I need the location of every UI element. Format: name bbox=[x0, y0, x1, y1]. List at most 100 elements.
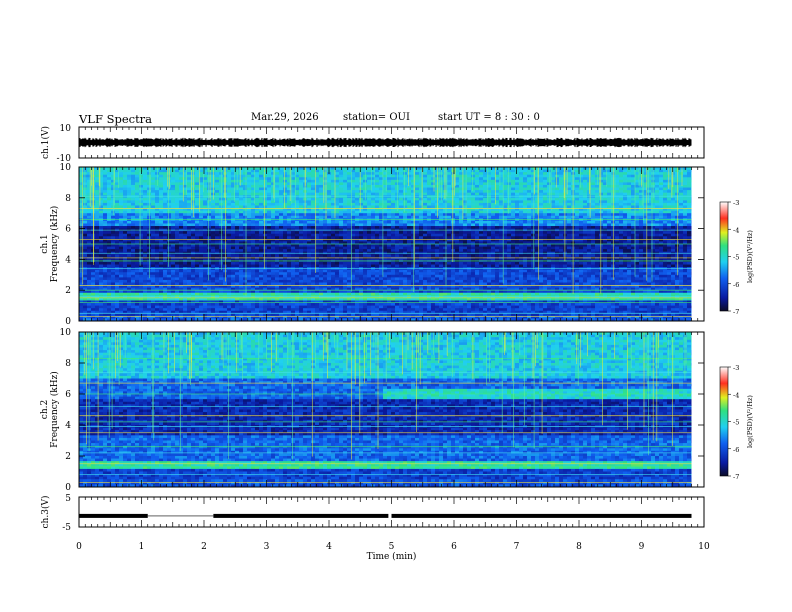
spectrogram-ch1-cell bbox=[147, 190, 151, 194]
spectrogram-ch1-cell bbox=[287, 220, 291, 224]
spectrogram-ch1-cell bbox=[207, 174, 211, 178]
spectrogram-ch1-cell bbox=[155, 279, 159, 283]
spectrogram-ch1-cell bbox=[275, 238, 279, 242]
spectrogram-ch1-cell bbox=[119, 305, 123, 309]
spectrogram-ch1-cell bbox=[363, 313, 367, 317]
spectrogram-ch1-cell bbox=[155, 167, 159, 170]
spectrogram-ch1-cell bbox=[371, 172, 375, 176]
spectrogram-ch1-cell bbox=[403, 238, 407, 242]
spectrogram-ch1-cell bbox=[139, 303, 143, 306]
spectrogram-ch1-cell bbox=[347, 274, 351, 278]
spectrogram-ch1-cell bbox=[335, 279, 339, 283]
spectrogram-ch1-cell bbox=[391, 213, 395, 217]
spectrogram-ch1-cell bbox=[339, 277, 343, 281]
spectrogram-ch1-cell bbox=[331, 297, 335, 301]
spectrogram-ch1-cell bbox=[139, 167, 143, 170]
spectrogram-ch1-cell bbox=[351, 205, 355, 209]
spectrogram-ch1-cell bbox=[207, 256, 211, 260]
spectrogram-ch1-cell bbox=[115, 277, 119, 281]
spectrogram-ch1-cell bbox=[339, 305, 343, 309]
spectrogram-ch1-cell bbox=[359, 226, 363, 229]
spectrogram-ch1-cell bbox=[347, 197, 351, 201]
spectrogram-ch1-cell bbox=[147, 226, 151, 229]
spectrogram-ch1-cell bbox=[155, 233, 159, 237]
spectrogram-ch1-cell bbox=[347, 202, 351, 206]
spectrogram-ch1-cell bbox=[339, 300, 343, 304]
spectrogram-ch1-cell bbox=[347, 295, 351, 299]
spectrogram-ch1-cell bbox=[103, 303, 107, 306]
spectrogram-ch1-cell bbox=[311, 182, 315, 186]
spectrogram-ch1-cell bbox=[347, 254, 351, 258]
spectrogram-ch1-cell bbox=[315, 200, 319, 204]
spectrogram-ch1-cell bbox=[335, 249, 339, 253]
spectrogram-ch1-cell bbox=[131, 223, 135, 227]
spectrogram-ch1-cell bbox=[171, 233, 175, 237]
spectrogram-ch1-cell bbox=[263, 200, 267, 204]
spectrogram-ch1-cell bbox=[247, 197, 251, 201]
spectrogram-ch1-cell bbox=[191, 285, 195, 289]
spectrogram-ch1-cell bbox=[215, 223, 219, 227]
spectrogram-ch1-cell bbox=[99, 223, 103, 227]
spectrogram-ch1-cell bbox=[195, 187, 199, 191]
spectrogram-ch1-cell bbox=[387, 233, 391, 237]
spectrogram-ch1-cell bbox=[347, 231, 351, 235]
spectrogram-ch1-cell bbox=[159, 223, 163, 227]
spectrogram-ch1-cell bbox=[367, 297, 371, 301]
spectrogram-ch1-cell bbox=[203, 200, 207, 204]
spectrogram-ch1-cell bbox=[287, 205, 291, 209]
spectrogram-ch1-cell bbox=[179, 246, 183, 250]
spectrogram-ch1-cell bbox=[155, 174, 159, 178]
spectrogram-ch1-cell bbox=[99, 290, 103, 294]
spectrogram-ch1-cell bbox=[363, 277, 367, 281]
spectrogram-ch1-cell bbox=[319, 238, 323, 242]
spectrogram-ch1-cell bbox=[151, 169, 155, 173]
spectrogram-ch1-cell bbox=[279, 261, 283, 265]
spectrogram-ch1-cell bbox=[159, 264, 163, 268]
spectrogram-ch1-cell bbox=[203, 279, 207, 283]
spectrogram-ch1-cell bbox=[283, 277, 287, 281]
spectrogram-ch1-cell bbox=[115, 220, 119, 224]
spectrogram-ch1-cell bbox=[83, 233, 87, 237]
spectrogram-ch1-cell bbox=[291, 292, 295, 296]
spectrogram-ch1-cell bbox=[127, 249, 131, 253]
spectrogram-ch1-cell bbox=[107, 292, 111, 296]
spectrogram-ch1-cell bbox=[271, 272, 275, 276]
spectrogram-ch1-cell bbox=[271, 241, 275, 245]
spectrogram-ch1-cell bbox=[355, 177, 359, 181]
spectrogram-ch1-cell bbox=[307, 285, 311, 289]
spectrogram-ch1-cell bbox=[163, 261, 167, 265]
spectrogram-ch1-cell bbox=[179, 192, 183, 196]
spectrogram-ch1-cell bbox=[407, 208, 411, 212]
spectrogram-ch1-cell bbox=[371, 169, 375, 173]
spectrogram-ch1-cell bbox=[179, 205, 183, 209]
spectrogram-ch1-cell bbox=[199, 282, 203, 286]
spectrogram-ch1-cell bbox=[271, 279, 275, 283]
spectrogram-ch1-cell bbox=[335, 315, 339, 319]
spectrogram-ch1-cell bbox=[375, 174, 379, 178]
spectrogram-ch1-cell bbox=[139, 310, 143, 314]
spectrogram-ch1-cell bbox=[111, 190, 115, 194]
spectrogram-ch1-cell bbox=[107, 287, 111, 291]
spectrogram-ch1-cell bbox=[367, 238, 371, 242]
spectrogram-ch1-cell bbox=[311, 172, 315, 176]
spectrogram-ch1-cell bbox=[355, 208, 359, 212]
spectrogram-ch1-cell bbox=[135, 220, 139, 224]
spectrogram-ch1-cell bbox=[299, 249, 303, 253]
spectrogram-ch1-cell bbox=[207, 218, 211, 222]
spectrogram-ch1-cell bbox=[335, 220, 339, 224]
spectrogram-ch1-cell bbox=[279, 285, 283, 289]
spectrogram-ch1-cell bbox=[271, 197, 275, 201]
spectrogram-ch1-cell bbox=[331, 292, 335, 296]
spectrogram-ch1-cell bbox=[275, 274, 279, 278]
spectrogram-ch1-cell bbox=[219, 190, 223, 194]
spectrogram-ch1-cell bbox=[231, 269, 235, 273]
spectrogram-ch1-cell bbox=[399, 190, 403, 194]
spectrogram-ch1-cell bbox=[235, 200, 239, 204]
spectrogram-ch1-cell bbox=[267, 226, 271, 229]
spectrogram-ch1-cell bbox=[311, 241, 315, 245]
spectrogram-ch1-cell bbox=[163, 282, 167, 286]
spectrogram-ch1-cell bbox=[99, 241, 103, 245]
spectrogram-ch1-cell bbox=[383, 256, 387, 260]
spectrogram-ch1-cell bbox=[131, 190, 135, 194]
spectrogram-ch1-cell bbox=[175, 290, 179, 294]
